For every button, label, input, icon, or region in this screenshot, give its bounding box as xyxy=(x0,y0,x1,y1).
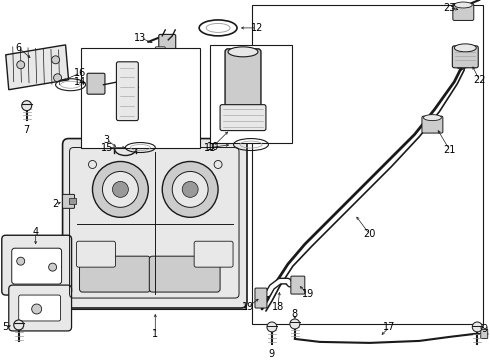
Text: 23: 23 xyxy=(443,3,456,13)
Circle shape xyxy=(182,181,198,197)
Circle shape xyxy=(93,162,148,217)
Circle shape xyxy=(17,61,24,69)
Text: 20: 20 xyxy=(364,229,376,239)
Text: 17: 17 xyxy=(383,322,396,332)
Text: 18: 18 xyxy=(272,302,284,312)
Bar xyxy=(210,45,292,143)
Bar xyxy=(252,5,483,324)
FancyBboxPatch shape xyxy=(63,194,74,208)
FancyBboxPatch shape xyxy=(422,116,443,133)
Ellipse shape xyxy=(423,114,441,121)
FancyBboxPatch shape xyxy=(87,73,105,94)
FancyBboxPatch shape xyxy=(159,35,176,55)
FancyBboxPatch shape xyxy=(291,276,305,294)
Circle shape xyxy=(472,322,482,332)
Text: 9: 9 xyxy=(481,324,487,334)
Text: 4: 4 xyxy=(33,227,39,237)
Text: 2: 2 xyxy=(52,199,59,210)
Text: 19: 19 xyxy=(242,302,254,312)
Text: 14: 14 xyxy=(74,77,87,87)
FancyBboxPatch shape xyxy=(12,248,62,284)
Ellipse shape xyxy=(454,2,472,8)
Text: 1: 1 xyxy=(152,329,158,339)
Text: 19: 19 xyxy=(302,289,314,299)
Text: 8: 8 xyxy=(292,309,298,319)
FancyBboxPatch shape xyxy=(76,241,116,267)
Polygon shape xyxy=(6,45,69,90)
FancyBboxPatch shape xyxy=(9,285,72,331)
Bar xyxy=(64,140,246,309)
Text: 10: 10 xyxy=(207,141,219,152)
FancyBboxPatch shape xyxy=(63,139,247,308)
FancyBboxPatch shape xyxy=(2,235,72,295)
Text: 6: 6 xyxy=(16,43,22,53)
FancyBboxPatch shape xyxy=(149,256,220,292)
Text: 7: 7 xyxy=(24,125,30,135)
Ellipse shape xyxy=(454,44,476,52)
Circle shape xyxy=(89,161,97,168)
Text: 16: 16 xyxy=(74,68,87,78)
Text: 21: 21 xyxy=(443,144,456,154)
Circle shape xyxy=(17,257,24,265)
FancyBboxPatch shape xyxy=(79,256,150,292)
Circle shape xyxy=(51,56,60,64)
FancyBboxPatch shape xyxy=(452,46,478,68)
FancyBboxPatch shape xyxy=(220,105,266,131)
FancyBboxPatch shape xyxy=(194,241,233,267)
Text: 5: 5 xyxy=(2,322,9,332)
Ellipse shape xyxy=(228,47,258,57)
Text: 22: 22 xyxy=(473,75,486,85)
Circle shape xyxy=(172,171,208,207)
Text: 15: 15 xyxy=(101,143,114,153)
FancyBboxPatch shape xyxy=(117,62,138,121)
Circle shape xyxy=(267,322,277,332)
Circle shape xyxy=(49,263,57,271)
FancyBboxPatch shape xyxy=(255,288,267,308)
Circle shape xyxy=(22,101,32,111)
Circle shape xyxy=(102,171,138,207)
Circle shape xyxy=(112,181,128,197)
FancyBboxPatch shape xyxy=(69,198,75,204)
Text: 9: 9 xyxy=(269,349,275,359)
FancyBboxPatch shape xyxy=(453,4,474,21)
Text: 12: 12 xyxy=(251,23,263,33)
Circle shape xyxy=(162,162,218,217)
FancyBboxPatch shape xyxy=(225,49,261,110)
FancyBboxPatch shape xyxy=(19,295,61,321)
Bar xyxy=(80,48,200,148)
Circle shape xyxy=(14,320,24,330)
Circle shape xyxy=(290,319,300,329)
Circle shape xyxy=(53,74,62,82)
FancyBboxPatch shape xyxy=(155,47,165,59)
Circle shape xyxy=(214,161,222,168)
Text: 11: 11 xyxy=(204,143,216,153)
FancyBboxPatch shape xyxy=(481,329,488,338)
Circle shape xyxy=(32,304,42,314)
Text: 13: 13 xyxy=(134,33,147,43)
Text: 3: 3 xyxy=(103,135,109,145)
